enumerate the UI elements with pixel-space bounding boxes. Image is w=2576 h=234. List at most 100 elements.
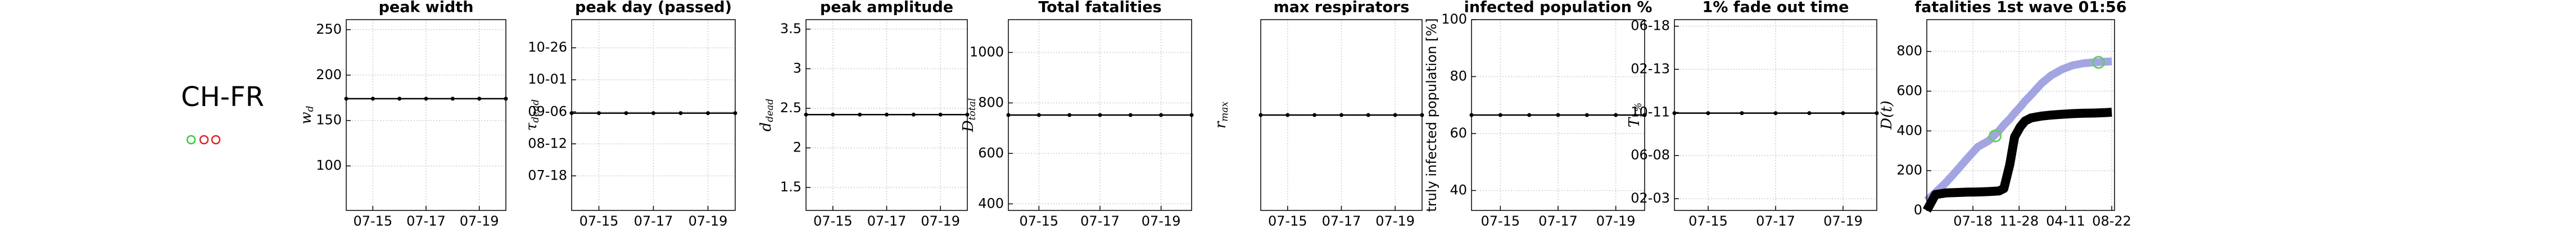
data-point [1740, 111, 1744, 116]
y-tick-label: 10-26 [528, 39, 567, 55]
data-point [624, 111, 628, 116]
y-axis-label-sub: dead [530, 99, 541, 123]
data-point [477, 97, 482, 101]
data-point [1339, 113, 1343, 117]
y-tick-label: 10-11 [1631, 104, 1670, 120]
x-tick-label: 07-15 [580, 213, 619, 229]
x-tick-label: 07-15 [1019, 213, 1058, 229]
y-axis-label-main: T [1626, 117, 1643, 127]
x-tick-label: 07-15 [1481, 213, 1520, 229]
y-tick-label: 3.5 [780, 21, 802, 36]
x-tick-label: 07-18 [1953, 213, 1993, 229]
data-point [1128, 113, 1133, 117]
fit-marker [2092, 56, 2106, 69]
panel: max respirators rmax 07-15 07-17 07-19 [1212, 0, 1424, 229]
data-point [1584, 113, 1589, 117]
y-tick-label: 600 [978, 145, 1004, 160]
y-tick-label: 1000 [970, 44, 1004, 59]
data-point [938, 112, 943, 117]
y-tick-label: 800 [1896, 43, 1922, 59]
data-point [424, 97, 428, 101]
y-tick-label: 400 [1896, 122, 1922, 138]
axes-frame [1260, 19, 1423, 211]
axes-frame [346, 19, 506, 211]
y-tick-label: 2 [793, 140, 802, 155]
y-tick-label: 600 [1896, 83, 1922, 99]
panel: peak width wd 07-15 07-17 07-19 100 150 200 250 [298, 0, 508, 229]
y-axis-label: truly infected population [%] [1424, 18, 1439, 212]
y-tick-label: 08-12 [528, 135, 567, 151]
data-point [1841, 111, 1845, 116]
axes-frame [571, 19, 736, 211]
data-point [1527, 113, 1532, 117]
region-label: CH-FR [181, 81, 264, 113]
y-tick-label: 0 [1914, 202, 1922, 218]
panel-title: fatalities 1st wave 01:56 [1914, 0, 2126, 16]
y-tick-label: 150 [316, 112, 342, 128]
y-axis-label-sub: total [967, 98, 978, 120]
y-tick-label: 40 [1450, 182, 1467, 198]
y-tick-label: 2.5 [780, 100, 802, 116]
data-point [651, 111, 655, 116]
axes-frame [1674, 19, 1877, 211]
panel-title: Total fatalities [1038, 0, 1161, 16]
panel-title: peak day (passed) [575, 0, 732, 16]
x-tick-label: 07-17 [1080, 213, 1120, 229]
y-axis-label: wd [298, 105, 316, 124]
data-point [858, 112, 862, 117]
data-point [1556, 113, 1560, 117]
y-axis-label-main: τ [523, 122, 540, 131]
data-point [678, 111, 683, 116]
data-point [911, 112, 916, 117]
y-axis-label-main: D [960, 120, 977, 132]
y-tick-label: 800 [978, 94, 1004, 110]
data-point [1285, 113, 1290, 117]
data-point [706, 111, 710, 116]
panel: peak amplitude ddead 07-15 07-17 07-19 1.5 2 2.… [758, 0, 970, 229]
y-tick-label: 200 [316, 67, 342, 82]
data-point [1098, 113, 1102, 117]
axes-frame [1008, 19, 1192, 211]
data-point [1807, 111, 1812, 116]
y-tick-label: 100 [1441, 11, 1467, 27]
data-point [1067, 113, 1072, 117]
status-dot [186, 135, 196, 145]
y-axis-label-main: D(t) [1878, 100, 1895, 130]
x-tick-label: 07-17 [1756, 213, 1795, 229]
panel-title: peak width [379, 0, 474, 16]
x-tick-label: 07-15 [1268, 213, 1307, 229]
panel: fatalities 1st wave 01:56 D(t) 07-18 11-28 0… [1878, 0, 2131, 229]
data-point [597, 111, 601, 116]
data-line [1924, 57, 2112, 204]
panel: Total fatalities Dtotal 07-15 07-17 07-19 400… [960, 0, 1194, 229]
y-tick-label: 06-18 [1631, 18, 1670, 34]
y-tick-label: 250 [316, 21, 342, 37]
data-point [1366, 113, 1370, 117]
data-point [1036, 113, 1041, 117]
y-axis-label-main: d [758, 122, 775, 132]
y-tick-label: 02-03 [1631, 190, 1670, 206]
x-tick-label: 07-19 [1823, 213, 1863, 229]
x-tick-label: 07-17 [634, 213, 673, 229]
data-point [1312, 113, 1317, 117]
x-tick-label: 07-15 [353, 213, 392, 229]
y-tick-label: 02-13 [1631, 61, 1670, 77]
data-point [397, 97, 402, 101]
panel: infected population % truly infected popu… [1424, 0, 1652, 229]
panel: peak day (passed) τdead 07-15 07-17 07-19 07-… [523, 0, 737, 229]
data-point [885, 112, 889, 117]
y-axis-label: T1% [1626, 103, 1644, 127]
axes-frame [1471, 19, 1645, 211]
x-tick-label: 07-19 [689, 213, 728, 229]
x-tick-label: 07-17 [867, 213, 907, 229]
x-tick-label: 07-19 [1375, 213, 1415, 229]
y-axis-label: D(t) [1878, 100, 1895, 130]
x-tick-label: 08-22 [2092, 213, 2131, 229]
y-tick-label: 100 [316, 158, 342, 173]
x-tick-label: 07-19 [1142, 213, 1181, 229]
x-tick-label: 07-17 [1322, 213, 1361, 229]
panel-title: infected population % [1464, 0, 1653, 16]
data-point [831, 112, 835, 117]
status-dot [211, 135, 221, 145]
data-point [1498, 113, 1502, 117]
